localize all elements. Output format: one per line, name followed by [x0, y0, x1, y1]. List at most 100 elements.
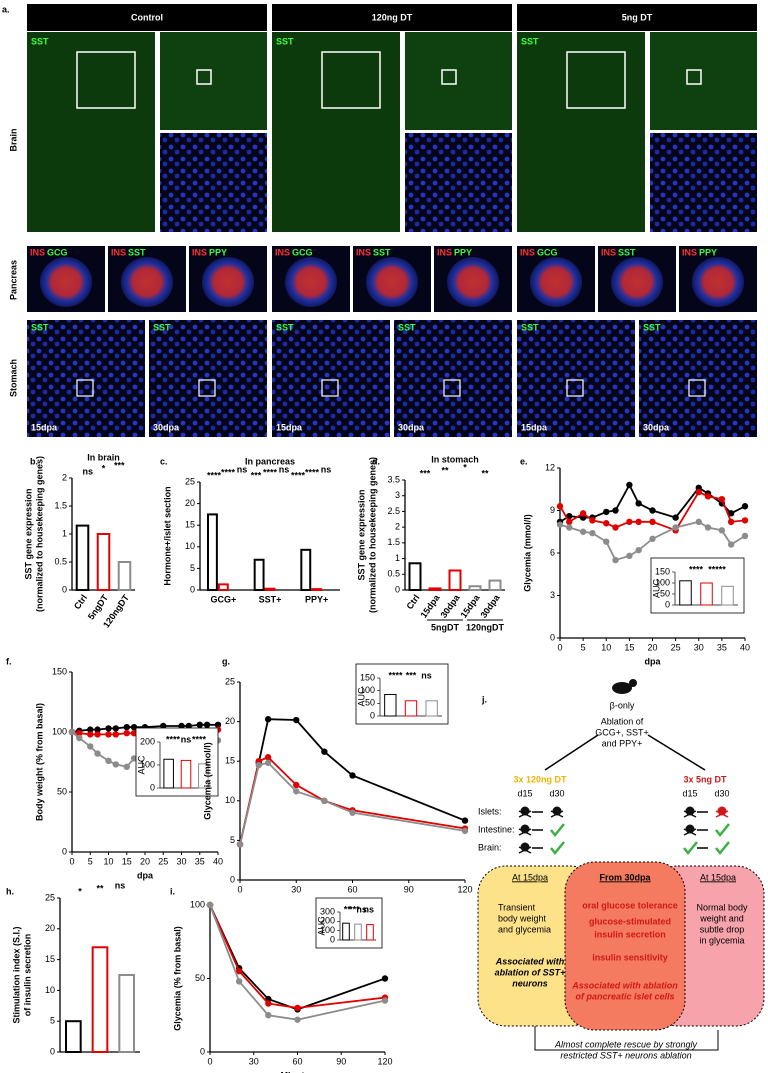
row-label: Brain: [8, 128, 18, 151]
stain-label: SST: [31, 322, 49, 332]
inset-label: AUC: [136, 755, 146, 775]
ablation-text: and PPY+: [602, 738, 643, 748]
data-point: [718, 527, 726, 534]
timepoint-label: 15dpa: [276, 422, 303, 432]
group-label: 5ngDT: [431, 622, 460, 632]
data-point: [123, 763, 130, 770]
data-point: [579, 510, 587, 517]
y-tick-label: 20: [45, 923, 55, 933]
y-tick-label: 300: [320, 906, 335, 916]
image-panel: [650, 133, 757, 232]
y-tick-label: 1: [395, 553, 400, 563]
significance: ***: [420, 468, 431, 478]
x-tick-label: 40: [740, 642, 750, 652]
y-tick-label: 3: [395, 490, 400, 500]
x-tick-label: 30: [176, 856, 186, 866]
data-point: [603, 508, 610, 516]
data-point: [461, 817, 469, 824]
y-tick-label: 100: [190, 899, 205, 909]
stain-label: PPY: [699, 247, 717, 257]
stain-label: SST: [398, 322, 416, 332]
y-tick-label: 0: [395, 584, 400, 594]
stain-label: SST: [373, 247, 391, 257]
y-tick-label: 25: [185, 476, 195, 486]
bar: [253, 558, 265, 592]
inset-box: [198, 379, 216, 397]
data-point: [94, 750, 101, 757]
stain-label: SST: [276, 322, 294, 332]
data-point: [727, 541, 735, 548]
y-axis-label: (normalized to housekeeping genes): [34, 456, 44, 612]
data-point: [105, 725, 112, 732]
day-label: d15: [682, 788, 697, 798]
stain-label: GCG: [292, 247, 313, 257]
box-heading: At 15dpa: [512, 872, 548, 882]
significance: ****: [388, 670, 403, 680]
stain-label: INS: [111, 247, 126, 257]
data-point: [293, 788, 300, 795]
islet: [530, 257, 582, 307]
y-tick-label: 50: [660, 588, 670, 598]
chart-title: In brain: [87, 452, 120, 462]
y-tick-label: 0: [50, 1046, 55, 1056]
stain-label: INS: [275, 247, 290, 257]
data-point: [718, 495, 726, 503]
data-point: [649, 507, 656, 514]
y-tick-label: 0: [62, 584, 67, 594]
y-tick-label: 200: [320, 916, 335, 926]
panel-letter: e.: [520, 456, 528, 466]
stain-label: SST: [521, 322, 539, 332]
y-tick-label: 20: [225, 716, 235, 726]
y-tick-label: 6: [550, 547, 555, 557]
islet: [692, 257, 744, 307]
y-axis-label: of insulin secretion: [22, 934, 32, 1017]
data-point: [589, 517, 596, 524]
footer-text: restricted SST+ neurons ablation: [560, 1050, 691, 1060]
ablation-text: GCG+, SST+: [595, 727, 649, 737]
bar: [366, 924, 374, 941]
x-tick-label: 60: [347, 884, 357, 894]
organ-label: Islets:: [478, 806, 502, 816]
image-panel: [160, 133, 267, 232]
x-tick-label: 40: [213, 856, 223, 866]
inset-box: [688, 379, 706, 397]
bar: [311, 588, 323, 591]
y-tick-label: 5: [50, 1016, 55, 1026]
bar: [468, 585, 482, 592]
panel-letter: c.: [160, 456, 168, 466]
significance: *: [463, 462, 467, 472]
data-point: [741, 517, 749, 524]
significance: ***: [406, 670, 417, 680]
x-axis-label: dpa: [644, 656, 661, 666]
x-tick-label: 30dpa: [438, 592, 462, 620]
x-tick-label: 20: [647, 642, 657, 652]
data-point: [94, 726, 101, 733]
bar: [342, 922, 350, 941]
rescue-arrow: [534, 1026, 719, 1051]
panel-letter: d.: [372, 456, 380, 466]
significance: ****: [207, 470, 222, 480]
day-label: d30: [549, 788, 564, 798]
x-tick-label: 120: [457, 884, 472, 894]
box-note: of pancreatic islet cells: [575, 991, 674, 1001]
check-icon: [683, 841, 698, 855]
data-point: [672, 514, 679, 521]
x-tick-label: 30: [249, 1056, 259, 1066]
data-point: [695, 518, 702, 526]
islet: [366, 257, 418, 307]
y-tick-label: 100: [360, 685, 375, 695]
data-point: [603, 538, 610, 545]
x-tick-label: 25: [158, 856, 168, 866]
panel-letter: f.: [6, 656, 12, 666]
stain-label: SST: [276, 36, 294, 46]
data-point: [704, 493, 712, 500]
y-tick-label: 3: [550, 590, 555, 600]
data-point: [566, 524, 573, 531]
image-panel: [272, 32, 400, 232]
significance: ns: [82, 466, 93, 476]
skull-bone: [683, 828, 697, 836]
data-point: [264, 754, 272, 761]
x-tick-label: 15dpa: [418, 592, 442, 620]
stain-label: SST: [31, 36, 49, 46]
footer-text: Almost complete rescue by strongly: [554, 1039, 698, 1049]
